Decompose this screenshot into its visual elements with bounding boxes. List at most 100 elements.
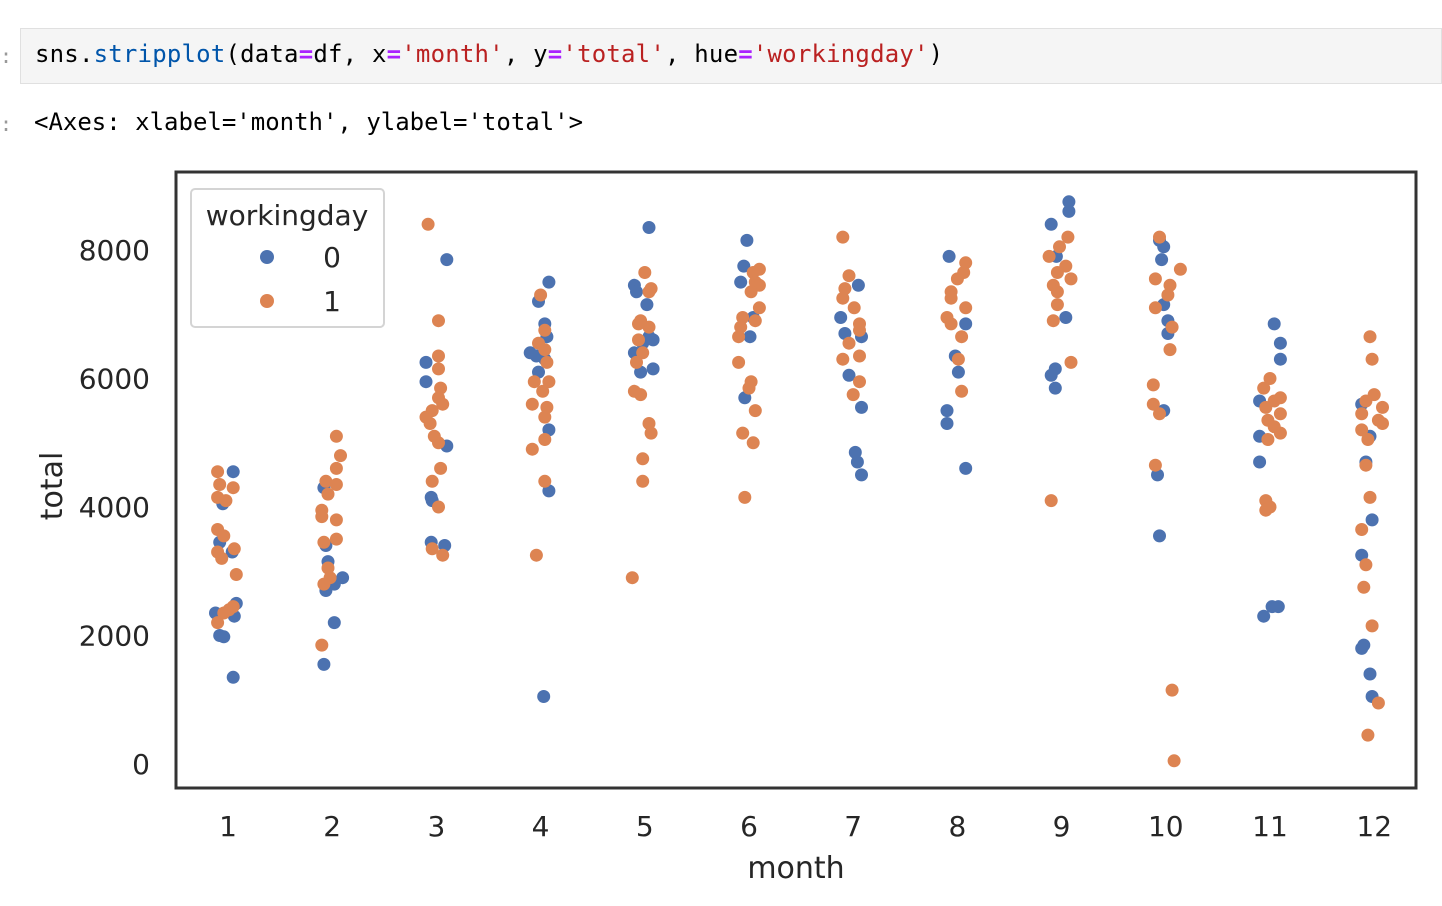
data-point-1	[425, 474, 439, 488]
data-point-1	[955, 384, 969, 398]
data-point-1	[538, 474, 552, 488]
data-point-1	[229, 568, 243, 581]
data-point-1	[436, 548, 450, 562]
data-point-1	[321, 561, 335, 575]
data-point-1	[421, 217, 435, 231]
data-point-0	[838, 327, 852, 340]
data-point-1	[1146, 378, 1160, 392]
code-cell-input[interactable]: sns.stripplot(data=df, x='month', y='tot…	[20, 28, 1442, 84]
x-tick-label: 3	[427, 810, 445, 843]
data-point-1	[1363, 490, 1377, 504]
code-token: sns	[35, 40, 79, 68]
data-point-0	[317, 657, 331, 671]
data-point-1	[436, 397, 450, 411]
data-point-1	[219, 494, 233, 508]
x-tick-label: 10	[1148, 810, 1184, 843]
data-point-0	[1155, 253, 1169, 267]
data-point-0	[743, 330, 757, 344]
data-point-1	[329, 532, 343, 546]
data-point-0	[217, 630, 231, 644]
data-point-1	[1173, 262, 1187, 276]
code-token: df, x	[313, 40, 387, 68]
data-point-1	[317, 535, 331, 549]
data-point-1	[1359, 458, 1373, 472]
code-token: =	[298, 40, 314, 68]
data-point-0	[1157, 240, 1171, 254]
code-token: , y	[503, 40, 548, 68]
data-point-1	[1153, 230, 1166, 244]
data-point-1	[1357, 580, 1371, 594]
x-tick-label: 12	[1356, 810, 1392, 843]
data-point-1	[1163, 343, 1177, 357]
data-point-1	[853, 323, 866, 337]
data-point-1	[211, 616, 225, 630]
data-point-1	[542, 375, 556, 389]
data-point-1	[1259, 503, 1273, 517]
data-point-0	[842, 368, 856, 382]
data-point-1	[434, 461, 448, 475]
data-point-0	[419, 375, 433, 389]
data-point-1	[1153, 407, 1166, 421]
data-point-1	[217, 529, 231, 543]
data-point-0	[640, 298, 654, 312]
data-point-0	[630, 285, 643, 299]
data-point-0	[737, 259, 751, 273]
data-point-1	[317, 577, 331, 591]
data-point-1	[529, 548, 543, 562]
data-point-1	[853, 375, 866, 389]
data-point-1	[1146, 397, 1160, 411]
data-point-1	[319, 474, 333, 488]
data-point-1	[736, 426, 750, 440]
code-token: (data	[225, 40, 299, 68]
y-axis-label: total	[35, 452, 70, 521]
code-token: 'workingday'	[752, 40, 929, 68]
code-token: 'total'	[562, 40, 665, 68]
data-point-0	[850, 455, 864, 469]
code-line: sns.stripplot(data=df, x='month', y='tot…	[35, 40, 943, 68]
y-tick-label: 6000	[79, 363, 150, 396]
data-point-1	[955, 330, 969, 344]
data-point-1	[423, 417, 437, 430]
data-point-0	[226, 465, 240, 479]
data-point-1	[329, 429, 343, 443]
data-point-1	[1050, 266, 1064, 279]
x-tick-label: 1	[219, 810, 237, 843]
data-point-1	[1165, 320, 1179, 334]
data-point-1	[959, 256, 973, 270]
data-point-1	[538, 433, 552, 446]
x-tick-label: 2	[323, 810, 341, 843]
data-point-0	[1153, 529, 1166, 543]
data-point-1	[625, 571, 639, 585]
data-point-1	[1046, 314, 1060, 328]
data-point-0	[1044, 217, 1058, 231]
data-point-0	[1048, 381, 1062, 395]
data-point-1	[315, 510, 329, 524]
data-point-1	[744, 285, 758, 299]
data-point-0	[940, 404, 954, 418]
data-point-0	[1365, 513, 1379, 527]
x-tick-label: 11	[1252, 810, 1288, 843]
data-point-1	[632, 333, 645, 347]
x-tick-label: 7	[844, 810, 862, 843]
legend-label-0: 0	[323, 241, 341, 274]
legend-marker-0	[260, 250, 274, 264]
data-point-1	[525, 442, 539, 456]
data-point-0	[642, 221, 656, 234]
data-point-0	[1363, 667, 1377, 681]
data-point-1	[644, 282, 658, 296]
legend-title: workingday	[206, 199, 369, 232]
data-point-1	[630, 355, 643, 369]
data-point-0	[1267, 317, 1281, 331]
data-point-1	[1359, 394, 1373, 408]
data-point-1	[1363, 330, 1377, 344]
data-point-1	[1148, 272, 1162, 286]
data-point-0	[942, 249, 956, 263]
data-point-0	[740, 233, 754, 247]
data-point-0	[634, 365, 648, 379]
data-point-0	[542, 275, 556, 289]
x-tick-label: 5	[636, 810, 654, 843]
data-point-0	[734, 275, 748, 289]
data-point-1	[732, 330, 746, 344]
data-point-1	[944, 291, 958, 305]
data-point-1	[217, 606, 231, 620]
